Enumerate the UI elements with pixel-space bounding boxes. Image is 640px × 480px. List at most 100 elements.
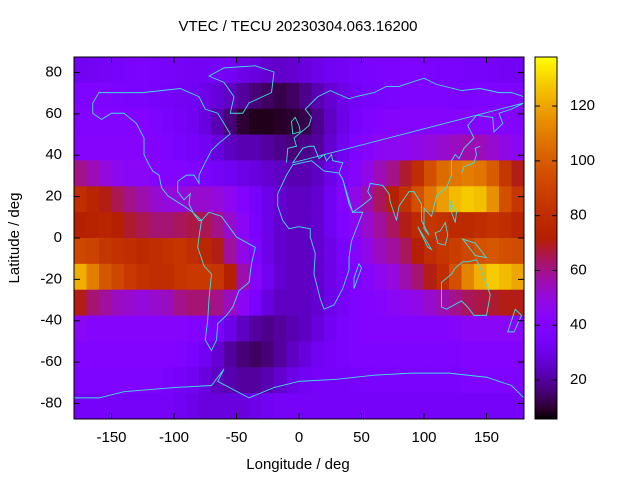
heatmap-cell (74, 82, 88, 110)
heatmap-cell (74, 57, 88, 84)
coastline (292, 117, 522, 332)
heatmap-cell (274, 212, 288, 239)
heatmap-cell (274, 57, 288, 84)
heatmap-cell (499, 238, 513, 265)
heatmap-cell (199, 393, 213, 419)
heatmap-cell (261, 315, 275, 343)
heatmap-cell (236, 186, 250, 213)
heatmap-cell (224, 315, 238, 343)
heatmap-cell (86, 263, 100, 291)
heatmap-cell (386, 238, 400, 265)
heatmap-cell (436, 263, 450, 291)
coastline (74, 369, 524, 398)
heatmap-cell (161, 212, 175, 239)
heatmap-cell (136, 57, 150, 84)
heatmap-cell (461, 186, 475, 213)
heatmap-cell (411, 82, 425, 110)
heatmap-cell (86, 341, 100, 368)
heatmap-cell (249, 367, 263, 394)
heatmap-cell (286, 315, 300, 343)
heatmap-cell (424, 315, 438, 343)
heatmap-cell (486, 367, 500, 394)
heatmap-cell (324, 341, 338, 368)
heatmap-cell (74, 341, 88, 368)
heatmap-cell (511, 289, 524, 317)
heatmap-cell (249, 82, 263, 110)
heatmap-cell (286, 289, 300, 317)
heatmap-cell (461, 160, 475, 187)
heatmap-cell (374, 160, 388, 187)
heatmap-cell (461, 315, 475, 343)
heatmap-cell (249, 341, 263, 368)
heatmap-cell (286, 393, 300, 419)
heatmap-cell (161, 393, 175, 419)
heatmap-cell (149, 82, 163, 110)
heatmap-cell (511, 57, 524, 84)
heatmap-cell (124, 289, 138, 317)
heatmap-cell (74, 367, 88, 394)
heatmap-cell (261, 212, 275, 239)
heatmap-cell (186, 57, 200, 84)
coastline (198, 212, 256, 350)
heatmap-cell (124, 238, 138, 265)
heatmap-cell (386, 341, 400, 368)
heatmap-cell (186, 134, 200, 162)
heatmap-cell (261, 108, 275, 136)
heatmap-cell (136, 341, 150, 368)
heatmap-cell (461, 341, 475, 368)
heatmap-cell (299, 238, 313, 265)
heatmap-cell (449, 57, 463, 84)
heatmap-cell (99, 315, 113, 343)
heatmap-cell (499, 367, 513, 394)
heatmap-cell (124, 341, 138, 368)
y-tick-label: -80 (40, 394, 62, 411)
x-tick-label: 50 (353, 429, 370, 446)
heatmap-cell (486, 57, 500, 84)
heatmap-cell (511, 134, 524, 162)
heatmap-cell (311, 289, 325, 317)
heatmap-cell (286, 160, 300, 187)
heatmap-cell (224, 367, 238, 394)
heatmap-cell (399, 57, 413, 84)
heatmap-cell (274, 160, 288, 187)
heatmap-cell (361, 238, 375, 265)
heatmap-cell (211, 57, 225, 84)
heatmap-cell (261, 82, 275, 110)
heatmap-cell (111, 263, 125, 291)
x-axis-label: Longitude / deg (246, 456, 349, 473)
heatmap-cell (486, 238, 500, 265)
heatmap-cell (411, 315, 425, 343)
heatmap-cell (224, 212, 238, 239)
heatmap-cell (386, 263, 400, 291)
heatmap-cell (224, 238, 238, 265)
heatmap-cell (224, 160, 238, 187)
heatmap-cell (249, 393, 263, 419)
heatmap-cell (324, 108, 338, 136)
heatmap-cell (136, 160, 150, 187)
heatmap-cell (174, 289, 188, 317)
chart-title: VTEC / TECU 20230304.063.16200 (178, 18, 417, 35)
heatmap-cell (436, 315, 450, 343)
heatmap-cell (99, 186, 113, 213)
heatmap-cell (436, 82, 450, 110)
heatmap-cell (211, 238, 225, 265)
heatmap-cell (299, 108, 313, 136)
heatmap-cell (86, 238, 100, 265)
heatmap-cell (474, 57, 488, 84)
heatmap-cell (149, 186, 163, 213)
heatmap-cell (74, 238, 88, 265)
heatmap-cell (474, 160, 488, 187)
heatmap-cell (449, 238, 463, 265)
heatmap-cell (374, 315, 388, 343)
heatmap-cell (211, 315, 225, 343)
heatmap-cell (336, 134, 350, 162)
heatmap-cell (461, 393, 475, 419)
x-tick-label: -100 (159, 429, 189, 446)
heatmap-cell (136, 315, 150, 343)
heatmap-cell (399, 212, 413, 239)
heatmap-cell (324, 393, 338, 419)
heatmap-cell (111, 341, 125, 368)
heatmap-cell (474, 393, 488, 419)
heatmap-cell (199, 289, 213, 317)
heatmap-cell (324, 134, 338, 162)
